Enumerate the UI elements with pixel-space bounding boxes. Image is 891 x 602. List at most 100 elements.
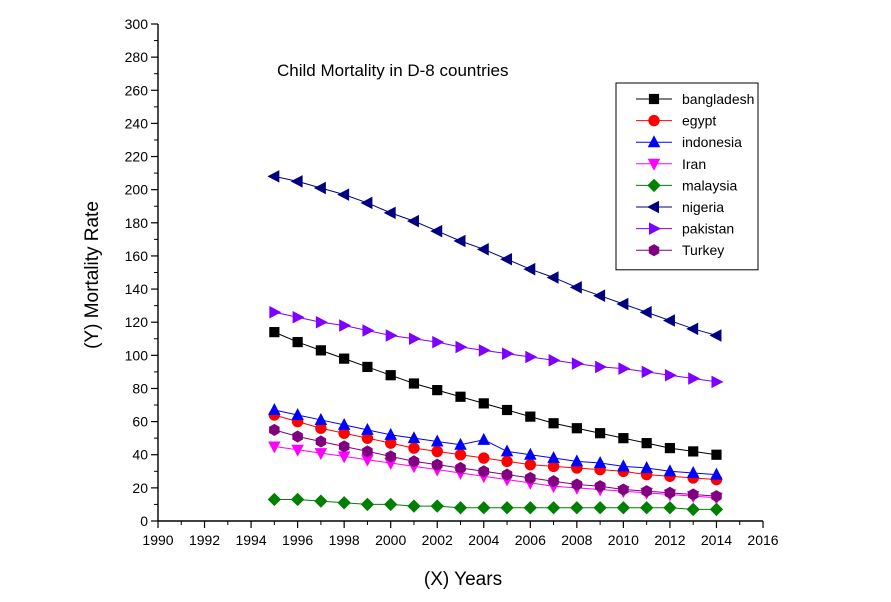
data-point	[618, 433, 629, 444]
legend-item: nigeria	[636, 199, 724, 215]
data-point	[361, 422, 374, 435]
data-point	[476, 243, 489, 256]
data-point	[362, 324, 375, 337]
data-point	[360, 497, 375, 512]
x-tick-label: 2012	[654, 532, 685, 548]
data-point	[477, 501, 491, 515]
data-point	[292, 336, 303, 348]
y-tick-label: 240	[125, 115, 149, 131]
data-point	[618, 483, 629, 496]
data-point	[385, 450, 396, 463]
legend-marker	[647, 200, 659, 214]
legend-item: Turkey	[636, 242, 724, 258]
legend-item: indonesia	[636, 134, 742, 150]
data-point	[385, 370, 396, 381]
y-tick-label: 280	[125, 49, 149, 65]
data-point	[711, 449, 722, 460]
legend-marker	[648, 114, 660, 127]
y-tick-label: 180	[125, 215, 149, 231]
data-point	[314, 448, 328, 461]
data-point	[571, 478, 583, 491]
data-point	[455, 340, 468, 354]
legend: bangladesh egypt indonesia Iran malaysia nige…	[615, 82, 759, 271]
axes: 0 20 40 60 80 100 120 140 160 180 200 220 240 260 280 3…	[125, 16, 779, 548]
data-point	[641, 365, 654, 379]
data-point	[477, 432, 491, 445]
y-tick-label: 220	[125, 149, 149, 165]
data-point	[525, 411, 536, 422]
data-point	[430, 434, 444, 447]
legend-marker	[647, 135, 661, 148]
data-point	[525, 350, 538, 364]
legend-item: pakistan	[636, 221, 734, 237]
data-point	[408, 442, 420, 454]
series-turkey	[269, 423, 722, 503]
data-point	[593, 289, 606, 302]
data-point	[616, 501, 631, 515]
x-tick-label: 2014	[701, 532, 732, 548]
x-tick-label: 1998	[329, 532, 360, 548]
legend-item: bangladesh	[636, 91, 754, 107]
data-point	[502, 347, 515, 360]
data-point	[315, 345, 326, 356]
data-point	[454, 437, 467, 450]
data-point	[688, 372, 701, 385]
y-tick-label: 60	[132, 414, 148, 430]
series-bangladesh	[269, 327, 722, 460]
data-point	[408, 332, 421, 346]
x-tick-label: 2016	[747, 532, 778, 548]
data-point	[431, 445, 443, 458]
data-point	[385, 329, 398, 342]
y-tick-label: 260	[125, 82, 149, 98]
data-point	[292, 430, 303, 443]
legend-item: Iran	[636, 156, 706, 172]
data-point	[616, 297, 629, 311]
data-point	[337, 417, 351, 430]
data-point	[664, 486, 676, 499]
data-point	[290, 492, 305, 507]
y-tick-label: 200	[125, 182, 149, 198]
data-point	[269, 305, 282, 319]
data-point	[686, 322, 699, 336]
data-point	[686, 465, 700, 478]
y-tick-label: 300	[125, 16, 149, 32]
data-point	[315, 435, 327, 448]
legend-label: egypt	[682, 113, 716, 129]
data-point	[662, 314, 675, 327]
data-point	[595, 360, 608, 374]
y-tick-label: 140	[125, 281, 149, 297]
data-point	[570, 454, 584, 467]
data-point	[664, 443, 676, 454]
data-point	[408, 455, 420, 468]
x-tick-label: 1990	[142, 532, 173, 548]
data-point	[290, 175, 303, 188]
data-point	[269, 423, 280, 436]
series-indonesia	[268, 403, 723, 480]
x-tick-label: 2008	[561, 532, 592, 548]
legend-item: egypt	[636, 113, 716, 129]
data-point	[315, 315, 328, 329]
data-point	[314, 412, 328, 425]
legend-label: Iran	[682, 156, 706, 172]
data-point	[617, 459, 630, 472]
x-tick-label: 2006	[515, 532, 546, 548]
data-point	[546, 501, 561, 515]
series-nigeria	[267, 170, 722, 342]
data-point	[523, 262, 536, 276]
legend-marker	[647, 178, 661, 193]
legend-box	[615, 82, 759, 271]
data-point	[500, 501, 514, 515]
data-point	[570, 501, 584, 515]
data-point	[686, 502, 700, 517]
data-point	[384, 427, 397, 440]
data-point	[525, 471, 536, 484]
data-point	[407, 431, 421, 444]
legend-marker	[649, 222, 661, 235]
data-point	[548, 354, 561, 367]
data-point	[267, 170, 280, 183]
legend-marker	[648, 244, 660, 257]
legend-label: bangladesh	[682, 91, 754, 107]
data-point	[593, 456, 607, 469]
x-axis-title: (X) Years	[424, 569, 502, 590]
